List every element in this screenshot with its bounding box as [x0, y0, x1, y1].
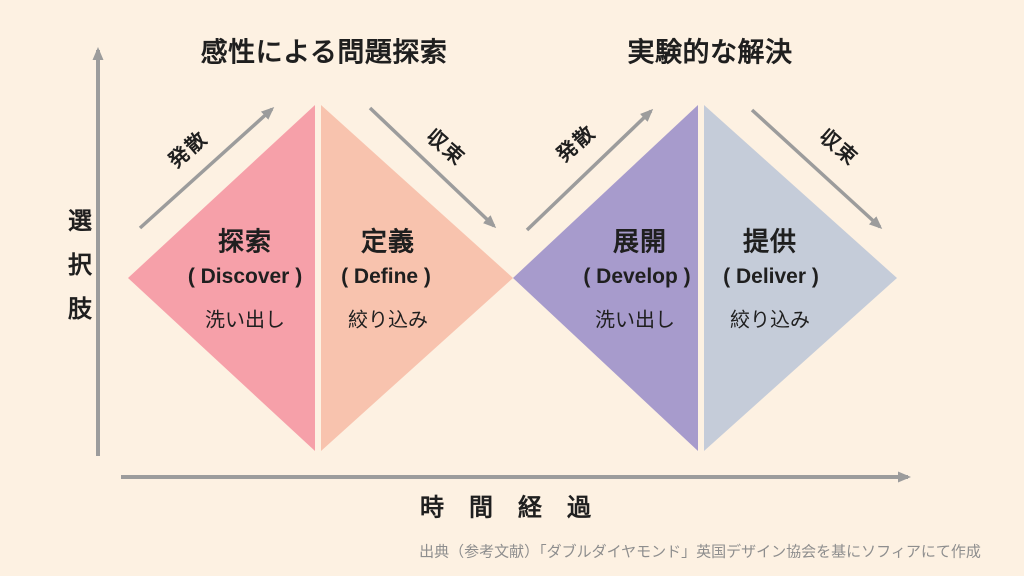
deliver-name: 提供	[742, 226, 798, 257]
converge-arrow-define	[368, 106, 497, 229]
deliver-task: 絞り込み	[730, 309, 810, 332]
deliver-english-label: ( Deliver )	[723, 265, 819, 288]
diverge-arrow-discover	[138, 106, 275, 230]
deliver-triangle	[704, 105, 897, 451]
right-phase-title: 実験的な解決	[627, 37, 793, 68]
develop-task: 洗い出し	[595, 309, 675, 332]
develop-triangle	[513, 105, 698, 451]
discover-name: 探索	[217, 226, 273, 257]
source-credit: 出典（参考文献）「ダブルダイヤモンド」英国デザイン協会を基にソフィアにて作成	[419, 543, 981, 561]
develop-name: 展開	[612, 226, 668, 257]
define-triangle	[321, 105, 513, 451]
define-english-label: ( Define )	[341, 265, 431, 288]
define-task: 絞り込み	[348, 309, 428, 332]
diverge-arrow-develop	[525, 108, 654, 232]
converge-arrow-deliver	[750, 108, 883, 230]
define-name: 定義	[360, 226, 416, 257]
develop-english-label: ( Develop )	[583, 265, 691, 288]
discover-english-label: ( Discover )	[187, 265, 303, 288]
left-phase-title: 感性による問題探索	[200, 37, 448, 68]
discover-task: 洗い出し	[205, 309, 285, 332]
discover-triangle	[128, 105, 315, 451]
x-axis-label: 時間経過	[420, 494, 616, 522]
y-axis-label: 選択肢	[63, 208, 91, 340]
